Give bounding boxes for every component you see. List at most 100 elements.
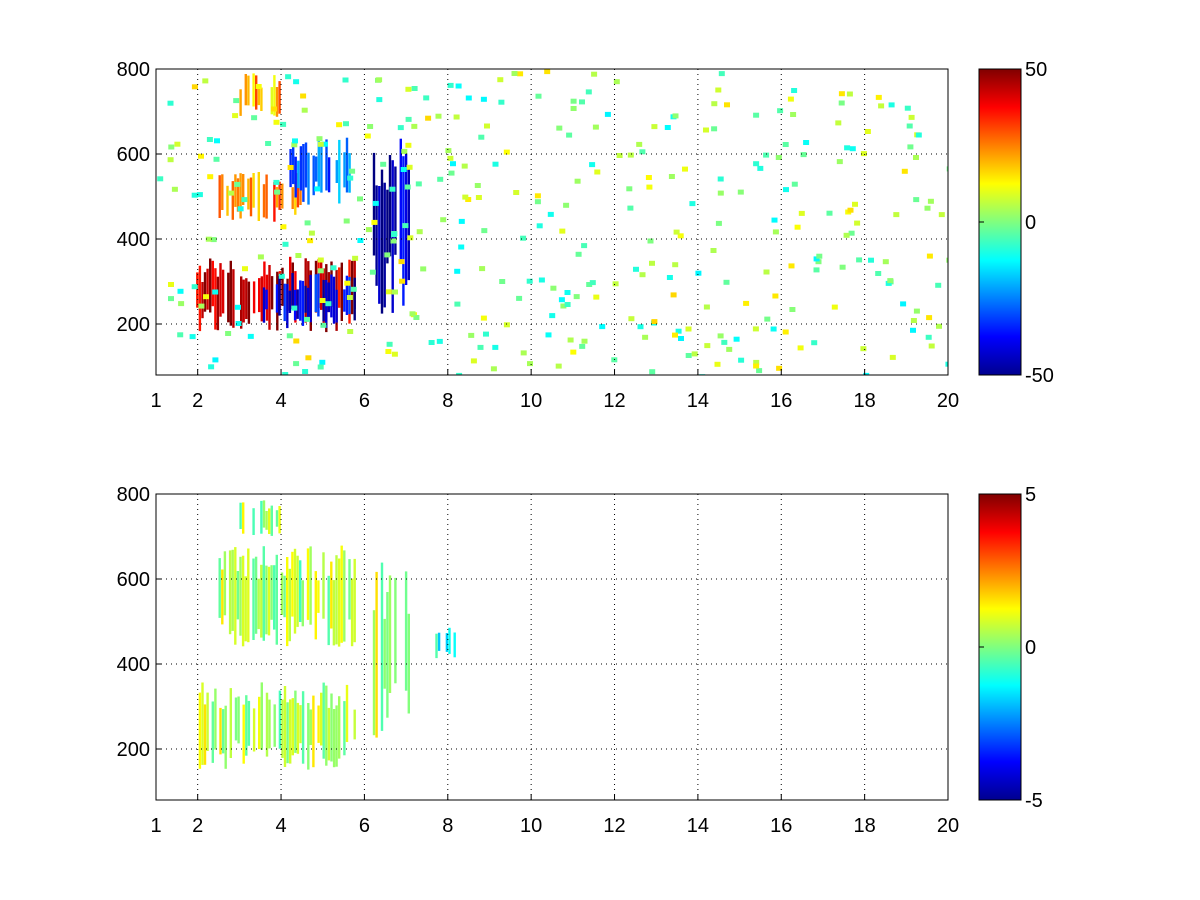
heatmap-cell	[458, 244, 465, 250]
y-tick-label: 600	[117, 144, 150, 166]
heatmap-cell	[789, 307, 796, 312]
heatmap-cell	[286, 557, 289, 647]
colorbar-tick-label: 0	[1025, 212, 1036, 234]
heatmap-cell	[205, 236, 212, 242]
heatmap-cell	[240, 276, 243, 329]
heatmap-cell	[289, 256, 292, 309]
heatmap-cell	[945, 361, 948, 367]
heatmap-cell	[270, 276, 274, 310]
heatmap-cell	[764, 316, 771, 322]
heatmap-cell	[843, 232, 850, 238]
heatmap-cell	[407, 235, 414, 241]
heatmap-cell	[878, 103, 885, 109]
heatmap-cell	[406, 164, 413, 170]
heatmap-cell	[237, 696, 240, 744]
heatmap-cell	[776, 365, 783, 371]
heatmap-cell	[295, 253, 302, 258]
heatmap-cell	[262, 287, 266, 323]
colorbar-tick-label: 50	[1025, 59, 1047, 81]
heatmap-cell	[168, 144, 175, 150]
heatmap-cell	[791, 88, 798, 93]
x-tick-label: 6	[359, 390, 370, 412]
heatmap-cell	[938, 212, 945, 218]
heatmap-cell	[211, 260, 214, 307]
heatmap-cell	[375, 571, 378, 738]
heatmap-cell	[544, 69, 551, 75]
heatmap-cell	[604, 111, 611, 117]
heatmap-cell	[245, 278, 248, 319]
heatmap-cell	[380, 161, 387, 167]
heatmap-cell	[835, 120, 842, 126]
heatmap-cell	[278, 81, 281, 114]
heatmap-cell	[327, 157, 331, 193]
heatmap-cell	[270, 505, 273, 536]
heatmap-cell	[260, 87, 263, 111]
heatmap-cell	[291, 142, 298, 148]
heatmap-cell	[626, 186, 633, 192]
heatmap-cell	[273, 75, 276, 116]
heatmap-cell	[563, 202, 570, 208]
heatmap-cell	[402, 223, 409, 229]
x-tick-labels-top: 1 2 4 6 8 10 12 14 16 18 20	[150, 390, 959, 412]
heatmap-cell	[198, 303, 205, 309]
heatmap-cell	[223, 551, 227, 616]
heatmap-cell	[251, 115, 258, 121]
heatmap-cell	[198, 265, 202, 332]
heatmap-cell	[386, 341, 393, 347]
heatmap-cell	[171, 186, 178, 192]
heatmap-cell	[293, 289, 297, 321]
heatmap-cell	[770, 326, 777, 332]
heatmap-cell	[455, 83, 462, 89]
heatmap-cell	[287, 165, 294, 170]
heatmap-cell	[738, 357, 745, 363]
heatmap-cell	[242, 174, 245, 205]
heatmap-cell	[320, 260, 323, 310]
heatmap-cell	[715, 220, 722, 226]
heatmap-cell	[273, 704, 276, 747]
heatmap-cell	[585, 89, 592, 95]
heatmap-cell	[848, 230, 855, 236]
heatmap-cell	[670, 292, 677, 298]
x-tick-label: 18	[854, 815, 876, 837]
heatmap-cell	[314, 571, 317, 640]
y-tick-label: 200	[117, 739, 150, 761]
heatmap-cell	[255, 84, 262, 89]
heatmap-cell	[229, 688, 232, 758]
heatmap-cell	[252, 558, 255, 640]
heatmap-cell	[209, 258, 212, 313]
heatmap-cell	[247, 281, 251, 324]
heatmap-cell	[294, 690, 297, 753]
heatmap-cell	[299, 187, 302, 205]
heatmap-cell	[407, 167, 410, 281]
heatmap-cell	[301, 691, 305, 764]
heatmap-cell	[420, 266, 427, 272]
heatmap-cell	[672, 262, 679, 268]
heatmap-cell	[296, 555, 299, 627]
heatmap-cell	[228, 550, 232, 635]
heatmap-cell	[322, 552, 325, 619]
heatmap-cell	[260, 564, 263, 638]
heatmap-cell	[863, 372, 870, 375]
heatmap-cell	[227, 272, 230, 323]
heatmap-cell	[325, 301, 332, 307]
heatmap-cell	[499, 279, 506, 284]
heatmap-cell	[907, 144, 914, 150]
heatmap-cell	[278, 276, 281, 316]
heatmap-cell	[212, 289, 219, 295]
heatmap-cell	[198, 692, 202, 769]
heatmap-cell	[677, 233, 684, 239]
heatmap-cell	[556, 125, 563, 131]
heatmap-cell	[454, 268, 461, 274]
heatmap-cell	[196, 192, 203, 198]
heatmap-cell	[301, 107, 308, 113]
x-tick-label: 20	[937, 815, 959, 837]
heatmap-cell	[235, 321, 242, 326]
heatmap-cell	[346, 295, 353, 300]
heatmap-cell	[343, 550, 346, 642]
heatmap-cell	[280, 572, 284, 615]
heatmap-cell	[570, 349, 577, 355]
grid-bottom	[155, 493, 949, 800]
heatmap-cell	[836, 159, 843, 165]
heatmap-cell	[737, 189, 744, 195]
heatmap-cell	[304, 285, 307, 313]
